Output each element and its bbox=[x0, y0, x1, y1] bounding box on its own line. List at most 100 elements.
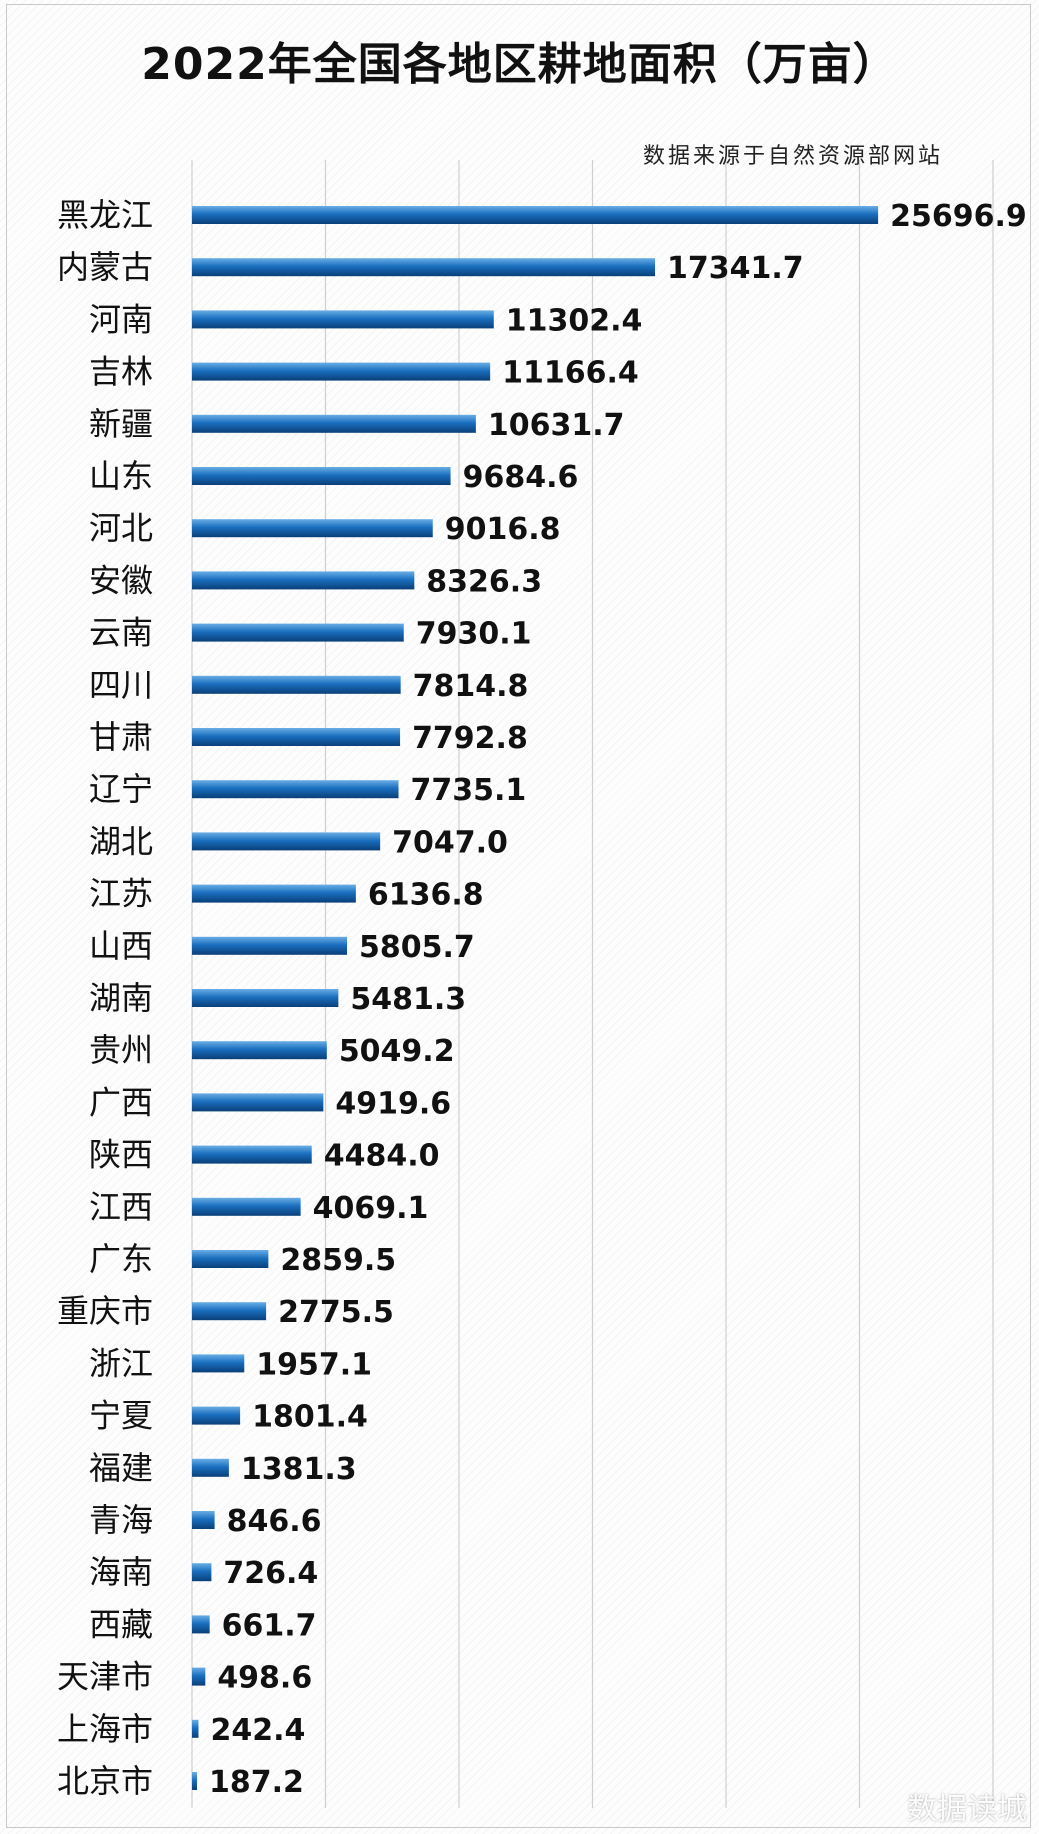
value-label: 9016.8 bbox=[445, 512, 561, 547]
bar bbox=[192, 1093, 324, 1112]
value-label: 498.6 bbox=[217, 1661, 312, 1696]
value-label: 17341.7 bbox=[667, 251, 804, 286]
bar bbox=[192, 623, 404, 642]
bars bbox=[192, 206, 879, 1790]
bar bbox=[192, 1458, 229, 1477]
value-label: 661.7 bbox=[222, 1608, 317, 1643]
value-label: 7814.8 bbox=[413, 669, 529, 704]
bar bbox=[192, 1302, 267, 1321]
category-label: 西藏 bbox=[89, 1605, 153, 1643]
bar bbox=[192, 936, 348, 955]
category-label: 湖北 bbox=[89, 822, 153, 860]
value-label: 5481.3 bbox=[350, 982, 466, 1017]
bar bbox=[192, 1145, 312, 1164]
value-label: 10631.7 bbox=[488, 408, 625, 443]
category-label: 上海市 bbox=[57, 1710, 153, 1748]
category-label: 广东 bbox=[89, 1240, 153, 1278]
category-label: 甘肃 bbox=[89, 718, 153, 756]
data-source-note: 数据来源于自然资源部网站 bbox=[642, 144, 943, 169]
bar bbox=[192, 1719, 199, 1738]
bar bbox=[192, 1772, 197, 1790]
category-label: 四川 bbox=[89, 666, 153, 704]
bar bbox=[192, 258, 656, 277]
category-label: 内蒙古 bbox=[57, 248, 153, 286]
value-label: 8326.3 bbox=[426, 564, 542, 599]
category-label: 黑龙江 bbox=[57, 196, 153, 234]
value-label: 7930.1 bbox=[416, 617, 532, 652]
value-label: 1381.3 bbox=[241, 1452, 357, 1487]
value-label: 187.2 bbox=[209, 1765, 304, 1800]
bar bbox=[192, 780, 399, 799]
value-label: 1801.4 bbox=[252, 1400, 368, 1435]
bar bbox=[192, 414, 476, 433]
bar bbox=[192, 989, 339, 1007]
value-label: 5805.7 bbox=[359, 930, 475, 965]
category-label: 江苏 bbox=[89, 875, 153, 913]
value-label: 7735.1 bbox=[411, 773, 527, 808]
category-label: 河南 bbox=[89, 300, 153, 338]
category-label: 宁夏 bbox=[89, 1397, 153, 1435]
value-label: 11302.4 bbox=[506, 303, 643, 338]
value-label: 242.4 bbox=[210, 1713, 305, 1748]
bar bbox=[192, 467, 451, 485]
bar bbox=[192, 1041, 327, 1060]
value-label: 2859.5 bbox=[280, 1243, 396, 1278]
value-label: 846.6 bbox=[227, 1504, 322, 1539]
value-label: 4484.0 bbox=[324, 1139, 440, 1174]
category-label: 山西 bbox=[89, 927, 153, 965]
bar bbox=[192, 310, 494, 329]
category-label: 河北 bbox=[89, 509, 153, 547]
value-label: 11166.4 bbox=[502, 356, 639, 391]
bar bbox=[192, 1667, 206, 1686]
labels: 黑龙江 25696.9 内蒙古 17341.7 河南 11302.4 吉林 11166.4 新疆… bbox=[57, 196, 1027, 1800]
value-label: 7792.8 bbox=[412, 721, 528, 756]
bar bbox=[192, 1250, 269, 1268]
category-label: 天津市 bbox=[57, 1658, 153, 1696]
category-label: 海南 bbox=[89, 1553, 153, 1591]
bar bbox=[192, 884, 356, 903]
category-label: 重庆市 bbox=[57, 1292, 153, 1330]
category-label: 福建 bbox=[89, 1449, 153, 1487]
category-label: 陕西 bbox=[89, 1136, 153, 1174]
category-label: 广西 bbox=[89, 1083, 153, 1121]
category-label: 云南 bbox=[89, 614, 153, 652]
watermark: 数据读城 bbox=[907, 1792, 1027, 1827]
value-label: 4919.6 bbox=[335, 1086, 451, 1121]
category-label: 浙江 bbox=[89, 1344, 153, 1382]
bar bbox=[192, 1197, 301, 1216]
category-label: 辽宁 bbox=[89, 770, 153, 808]
bar bbox=[192, 571, 415, 590]
value-label: 4069.1 bbox=[313, 1191, 429, 1226]
value-label: 7047.0 bbox=[392, 825, 508, 860]
bar bbox=[192, 362, 491, 381]
bar bbox=[192, 1511, 215, 1529]
bar bbox=[192, 1615, 210, 1634]
bar bbox=[192, 519, 433, 538]
category-label: 江西 bbox=[89, 1188, 153, 1226]
category-label: 青海 bbox=[89, 1501, 153, 1539]
value-label: 6136.8 bbox=[368, 878, 484, 913]
category-label: 安徽 bbox=[89, 561, 153, 599]
bar bbox=[192, 206, 879, 224]
bar bbox=[192, 1563, 212, 1582]
category-label: 新疆 bbox=[89, 405, 153, 443]
chart-frame bbox=[6, 4, 1031, 1828]
bar bbox=[192, 1354, 245, 1373]
chart-title: 2022年全国各地区耕地面积（万亩） bbox=[141, 39, 898, 90]
gridlines bbox=[191, 160, 994, 1808]
bar bbox=[192, 1406, 241, 1425]
category-label: 湖南 bbox=[89, 979, 153, 1017]
category-label: 北京市 bbox=[57, 1762, 153, 1800]
value-label: 9684.6 bbox=[463, 460, 579, 495]
value-label: 726.4 bbox=[223, 1556, 318, 1591]
bar bbox=[192, 728, 401, 746]
category-label: 贵州 bbox=[89, 1031, 153, 1069]
value-label: 25696.9 bbox=[890, 199, 1027, 234]
value-label: 1957.1 bbox=[256, 1347, 372, 1382]
bar bbox=[192, 675, 401, 694]
category-label: 山东 bbox=[89, 457, 153, 495]
value-label: 5049.2 bbox=[339, 1034, 455, 1069]
bar bbox=[192, 832, 381, 851]
category-label: 吉林 bbox=[89, 353, 153, 391]
